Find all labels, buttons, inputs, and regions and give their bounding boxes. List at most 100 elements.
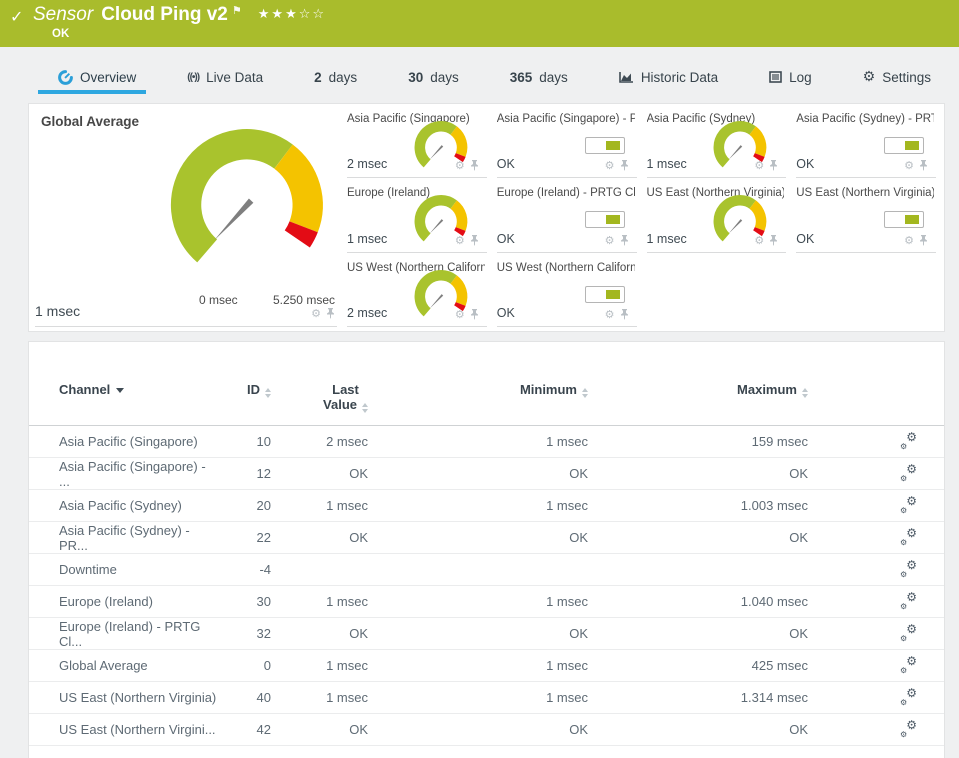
channel-cell-value: 1 msec	[646, 231, 687, 246]
primary-gauge-value: 1 msec	[35, 303, 81, 319]
channel-gear-icon[interactable]: ⚙	[454, 159, 465, 173]
channel-name[interactable]: Asia Pacific (Singapore)	[29, 425, 219, 458]
channel-gear-icon[interactable]: ⚙	[904, 233, 914, 247]
tab-historic-data[interactable]: Historic Data	[619, 60, 718, 94]
tab-label: Log	[789, 69, 812, 85]
sort-caret-icon	[116, 388, 125, 394]
maximum-value: OK	[588, 617, 808, 650]
channel-name[interactable]: Global Average	[29, 649, 219, 682]
channel-gear-icon[interactable]: ⚙	[311, 307, 321, 320]
maximum-value: OK	[588, 521, 808, 554]
channel-gear-icon[interactable]: ⚙	[754, 233, 765, 247]
rating-stars[interactable]: ★★★☆☆	[257, 6, 327, 21]
minimum-value	[368, 553, 588, 586]
tab-overview[interactable]: Overview	[37, 60, 147, 94]
channel-name[interactable]: Asia Pacific (Sydney) - PR...	[29, 521, 219, 554]
channel-name[interactable]: Europe (Ireland)	[29, 585, 219, 618]
sort-icon	[362, 403, 368, 413]
channel-cell-value: 2 msec	[347, 305, 388, 320]
pin-icon[interactable]	[620, 234, 629, 246]
pin-icon[interactable]	[326, 308, 335, 319]
channel-cell-title[interactable]: Europe (Ireland) - PRTG Cloud...	[496, 187, 635, 200]
pin-icon[interactable]	[470, 234, 479, 246]
channel-gear-icon[interactable]: ⚙	[454, 307, 465, 321]
channel-name[interactable]: Downtime	[29, 553, 219, 586]
channel-settings-icon[interactable]: ⚙ ⚙	[900, 717, 917, 739]
tab-log[interactable]: Log	[769, 60, 812, 94]
channel-settings-icon[interactable]: ⚙ ⚙	[900, 653, 917, 675]
column-header-maximum[interactable]: Maximum	[588, 382, 808, 426]
table-row: Europe (Ireland) - PRTG Cl... 32 OK OK O…	[29, 617, 944, 650]
status-badge: OK	[52, 28, 70, 40]
minimum-value: 1 msec	[368, 585, 588, 618]
channel-cell: Europe (Ireland) - PRTG Cloud... OK ⚙	[496, 178, 637, 253]
channel-cell: US East (Northern Virginia) 1 msec ⚙	[646, 178, 787, 253]
channel-cell-title[interactable]: US West (Northern California)...	[496, 261, 635, 274]
channel-settings-icon[interactable]: ⚙ ⚙	[900, 525, 917, 547]
channel-cell-title[interactable]: Asia Pacific (Sydney) - PRTG ...	[796, 113, 934, 125]
channel-settings-icon[interactable]: ⚙ ⚙	[900, 685, 917, 707]
pin-icon[interactable]	[919, 160, 928, 172]
channel-table: Channel ID Last Value Minimum Maximum Asi…	[29, 382, 944, 746]
channel-name[interactable]: Asia Pacific (Sydney)	[29, 489, 219, 522]
channel-table-panel: Channel ID Last Value Minimum Maximum Asi…	[28, 341, 945, 758]
column-header-id[interactable]: ID	[219, 382, 271, 426]
channel-cell: Asia Pacific (Sydney) - PRTG ... OK ⚙	[796, 104, 936, 179]
channel-name[interactable]: US East (Northern Virginia)	[29, 681, 219, 714]
tab-2-days[interactable]: 2 days	[314, 60, 357, 94]
channel-cell-title[interactable]: Asia Pacific (Singapore) - PR...	[496, 113, 635, 125]
maximum-value	[588, 553, 808, 586]
channel-name[interactable]: Asia Pacific (Singapore) - ...	[29, 457, 219, 490]
channel-settings-icon[interactable]: ⚙ ⚙	[900, 557, 917, 579]
last-value: 1 msec	[271, 681, 368, 714]
pin-icon[interactable]	[470, 160, 479, 172]
pin-icon[interactable]	[470, 308, 479, 320]
pin-icon[interactable]	[769, 234, 778, 246]
pin-icon[interactable]	[620, 308, 629, 320]
primary-gauge-footer: 1 msec ⚙	[35, 303, 337, 327]
gauge-scale-max: 5.250 msec	[272, 293, 335, 307]
tab-settings[interactable]: ⚙ Settings	[863, 60, 931, 94]
table-row: Asia Pacific (Singapore) 10 2 msec 1 mse…	[29, 425, 944, 458]
pin-icon[interactable]	[620, 160, 629, 172]
last-value: 1 msec	[271, 649, 368, 682]
tab-label: Historic Data	[640, 69, 719, 85]
maximum-value: 425 msec	[588, 649, 808, 682]
channel-settings-icon[interactable]: ⚙ ⚙	[900, 461, 917, 483]
channel-gear-icon[interactable]: ⚙	[604, 307, 615, 321]
pin-icon[interactable]	[919, 234, 928, 246]
channel-cell-title[interactable]: US East (Northern Virginia) - ...	[796, 187, 934, 200]
channel-name[interactable]: US East (Northern Virgini...	[29, 713, 219, 746]
channel-cell-title[interactable]: Asia Pacific (Sydney)	[646, 113, 756, 125]
tab-bar: Overview ((•)) Live Data 2 days 30 days …	[0, 60, 959, 94]
tab-365-days[interactable]: 365 days	[510, 60, 568, 94]
pin-icon[interactable]	[769, 160, 778, 172]
channel-name[interactable]: Europe (Ireland) - PRTG Cl...	[29, 617, 219, 650]
column-header-channel[interactable]: Channel	[29, 382, 219, 426]
channel-cell-value: OK	[496, 305, 515, 320]
channel-cell-title[interactable]: US West (Northern California)	[347, 261, 485, 274]
sort-icon	[802, 388, 808, 398]
tab-label: Overview	[80, 69, 137, 85]
channel-gear-icon[interactable]: ⚙	[454, 233, 465, 247]
channel-cell: Asia Pacific (Sydney) 1 msec ⚙	[646, 104, 787, 179]
channel-cell-title[interactable]: Europe (Ireland)	[347, 187, 431, 200]
tab-label: Live Data	[206, 69, 264, 85]
channel-gear-icon[interactable]: ⚙	[754, 159, 765, 173]
tab-30-days[interactable]: 30 days	[408, 60, 459, 94]
channel-gear-icon[interactable]: ⚙	[604, 159, 615, 173]
column-header-last-value[interactable]: Last Value	[271, 382, 368, 426]
channel-settings-icon[interactable]: ⚙ ⚙	[900, 429, 917, 451]
flag-icon[interactable]: ⚑	[231, 5, 242, 17]
minimum-value: 1 msec	[368, 489, 588, 522]
channel-settings-icon[interactable]: ⚙ ⚙	[900, 621, 917, 643]
channel-settings-icon[interactable]: ⚙ ⚙	[900, 493, 917, 515]
primary-gauge-title[interactable]: Global Average	[41, 114, 140, 129]
channel-gear-icon[interactable]: ⚙	[604, 233, 615, 247]
channel-gear-icon[interactable]: ⚙	[904, 159, 914, 173]
last-value: 1 msec	[271, 585, 368, 618]
channel-cell-title[interactable]: US East (Northern Virginia)	[646, 187, 785, 200]
channel-settings-icon[interactable]: ⚙ ⚙	[900, 589, 917, 611]
tab-live-data[interactable]: ((•)) Live Data	[187, 60, 263, 94]
column-header-minimum[interactable]: Minimum	[368, 382, 588, 426]
